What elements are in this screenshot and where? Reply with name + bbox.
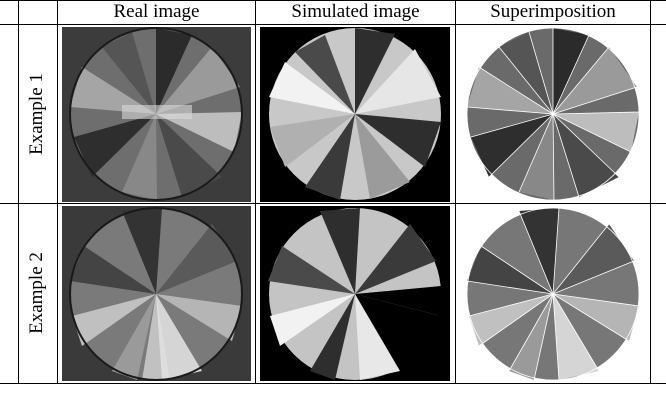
row-label-example-1: Example 1 xyxy=(26,73,47,155)
real-image-example-2 xyxy=(62,206,251,381)
superimposition-example-2 xyxy=(459,206,647,381)
row-label-example-2: Example 2 xyxy=(26,252,47,334)
table-border-bottom xyxy=(0,383,666,384)
simulated-image-example-1 xyxy=(260,27,450,202)
table-border-header xyxy=(0,24,666,25)
figure-table: Real image Simulated image Superimpositi… xyxy=(0,0,666,384)
header-superimposition: Superimposition xyxy=(490,1,616,22)
table-divider-1 xyxy=(57,0,58,384)
superimposition-example-1 xyxy=(459,27,647,202)
table-border-top xyxy=(0,0,666,1)
header-simulated-image: Simulated image xyxy=(291,1,420,22)
real-image-example-1 xyxy=(62,27,251,202)
table-divider-2 xyxy=(255,0,256,384)
table-divider-3 xyxy=(455,0,456,384)
table-border-middle xyxy=(0,203,666,204)
header-real-image: Real image xyxy=(113,1,200,22)
table-border-left xyxy=(18,0,19,384)
table-border-right xyxy=(650,0,651,384)
simulated-image-example-2 xyxy=(260,206,450,381)
